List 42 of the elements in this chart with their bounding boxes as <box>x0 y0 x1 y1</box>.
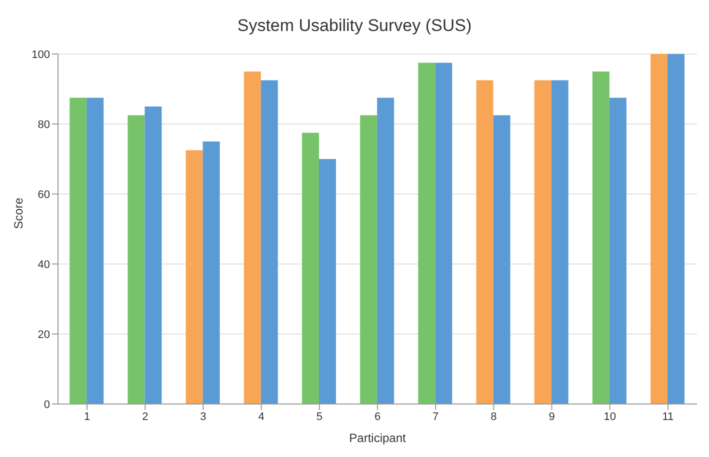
y-axis-title: Score <box>11 197 26 229</box>
y-tick-label: 60 <box>38 188 50 201</box>
x-tick-label: 9 <box>548 410 555 423</box>
y-tick-label: 0 <box>44 398 50 411</box>
y-tick-label: 80 <box>38 118 50 131</box>
bar <box>360 115 378 404</box>
x-tick-label: 6 <box>374 410 381 423</box>
bar <box>186 150 203 404</box>
x-tick-label: 10 <box>604 410 616 423</box>
x-tick-label: 1 <box>84 410 90 423</box>
bar <box>202 142 220 404</box>
chart-title: System Usability Survey (SUS) <box>236 15 473 37</box>
bar <box>86 98 104 404</box>
bar <box>260 80 278 404</box>
bar <box>244 72 261 404</box>
x-tick-label: 8 <box>490 410 497 423</box>
bar <box>592 72 610 404</box>
y-tick-label: 100 <box>32 48 50 61</box>
bar <box>551 80 568 404</box>
x-tick-label: 11 <box>662 410 674 423</box>
x-tick-label: 3 <box>200 410 206 423</box>
y-tick-label: 20 <box>38 328 50 341</box>
x-tick-label: 5 <box>316 410 322 423</box>
bar <box>302 132 319 404</box>
bar <box>435 62 452 404</box>
x-axis-title: Participant <box>349 431 407 445</box>
bar <box>493 115 510 404</box>
x-tick-label: 7 <box>432 410 439 423</box>
bar <box>668 54 685 404</box>
bar <box>534 80 552 404</box>
x-tick-label: 2 <box>142 410 148 423</box>
y-tick-label: 40 <box>38 258 50 271</box>
bar <box>318 159 336 404</box>
bar <box>476 80 494 404</box>
bar <box>609 98 626 404</box>
bar <box>70 98 87 404</box>
bar <box>128 115 145 404</box>
bar <box>418 62 436 404</box>
x-tick-label: 4 <box>258 410 264 423</box>
bar <box>377 98 394 404</box>
bar <box>144 106 162 404</box>
bar <box>650 54 668 404</box>
